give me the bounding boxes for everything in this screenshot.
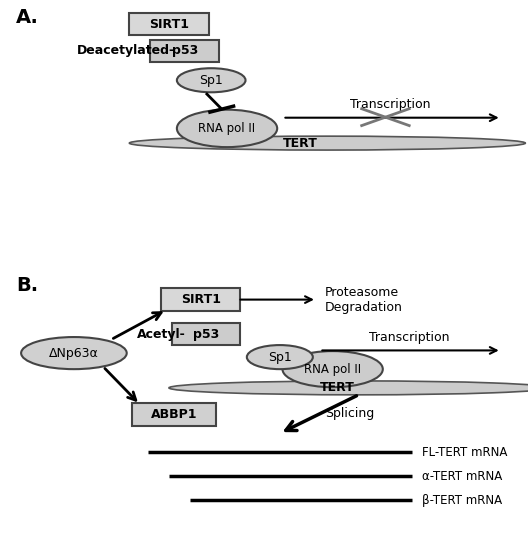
- Text: p53: p53: [193, 328, 219, 341]
- Text: ΔNp63α: ΔNp63α: [49, 347, 99, 360]
- Text: Proteasome
Degradation: Proteasome Degradation: [325, 286, 402, 314]
- Text: FL-TERT mRNA: FL-TERT mRNA: [422, 446, 508, 458]
- FancyBboxPatch shape: [129, 13, 209, 35]
- Ellipse shape: [177, 110, 277, 147]
- Text: Transcription: Transcription: [351, 98, 431, 111]
- FancyBboxPatch shape: [161, 288, 240, 311]
- Text: RNA pol II: RNA pol II: [304, 363, 361, 376]
- Text: A.: A.: [16, 8, 39, 27]
- Text: β-TERT mRNA: β-TERT mRNA: [422, 494, 503, 507]
- Ellipse shape: [247, 345, 313, 369]
- Text: Deacetylated-: Deacetylated-: [77, 44, 175, 57]
- Text: Transcription: Transcription: [369, 331, 449, 343]
- Text: α-TERT mRNA: α-TERT mRNA: [422, 470, 503, 483]
- FancyBboxPatch shape: [172, 323, 240, 346]
- Text: TERT: TERT: [319, 381, 354, 394]
- Text: SIRT1: SIRT1: [181, 293, 221, 306]
- FancyBboxPatch shape: [132, 403, 216, 426]
- Ellipse shape: [177, 68, 246, 92]
- Text: Sp1: Sp1: [200, 74, 223, 87]
- Ellipse shape: [129, 136, 525, 150]
- Ellipse shape: [169, 381, 528, 395]
- FancyBboxPatch shape: [150, 40, 219, 62]
- Ellipse shape: [282, 351, 383, 387]
- Text: ABBP1: ABBP1: [151, 408, 197, 421]
- Text: SIRT1: SIRT1: [149, 18, 189, 30]
- Text: Splicing: Splicing: [325, 407, 374, 420]
- Text: Acetyl-: Acetyl-: [137, 328, 186, 341]
- Text: RNA pol II: RNA pol II: [199, 122, 256, 135]
- Text: B.: B.: [16, 276, 38, 295]
- Ellipse shape: [21, 337, 127, 369]
- Text: TERT: TERT: [282, 136, 317, 150]
- Text: p53: p53: [172, 44, 198, 57]
- Text: Sp1: Sp1: [268, 350, 291, 364]
